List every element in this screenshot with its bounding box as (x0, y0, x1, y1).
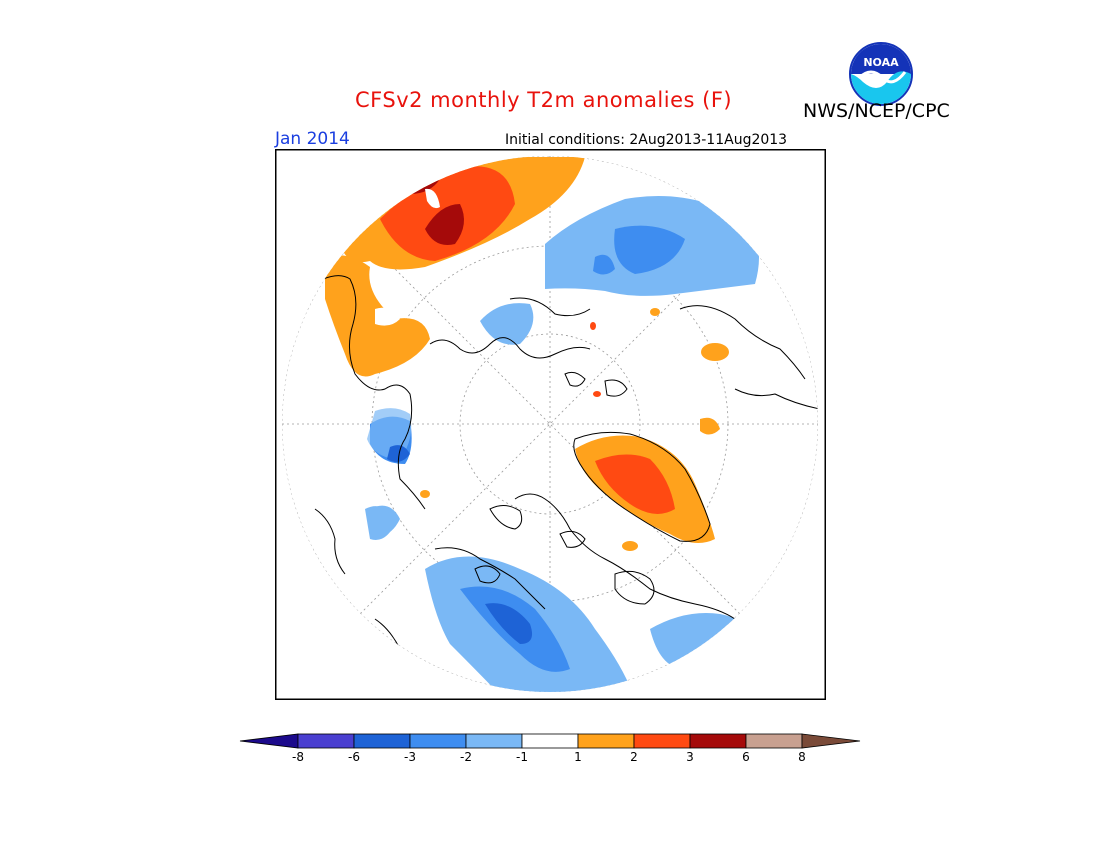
legend-swatch-neg6_neg3 (354, 734, 410, 748)
legend-tick-label: 8 (798, 750, 806, 764)
legend-arrow-high (802, 734, 860, 748)
initial-conditions-label: Initial conditions: 2Aug2013-11Aug2013 (505, 132, 787, 148)
legend-tick-label: 2 (630, 750, 638, 764)
legend-tick-label: -1 (516, 750, 528, 764)
legend-swatch-neg3_neg2 (410, 734, 466, 748)
legend-swatch-6_8 (746, 734, 802, 748)
legend-tick-label: 6 (742, 750, 750, 764)
legend-tick-label: -6 (348, 750, 360, 764)
map-title: CFSv2 monthly T2m anomalies (F) (355, 88, 732, 112)
legend-swatch-neg8_neg6 (298, 734, 354, 748)
anomaly-map (275, 149, 826, 700)
noaa-logo: NOAA (849, 42, 913, 106)
legend-tick-label: 1 (574, 750, 582, 764)
legend-swatch-2_3 (634, 734, 690, 748)
legend-arrow-low (240, 734, 298, 748)
legend-swatch-neg1_1 (522, 734, 578, 748)
valid-month-label: Jan 2014 (275, 129, 350, 149)
legend-swatch-neg2_neg1 (466, 734, 522, 748)
organization-label: NWS/NCEP/CPC (803, 100, 950, 122)
legend-tick-label: -3 (404, 750, 416, 764)
legend-bar (240, 734, 860, 748)
legend-tick-label: 3 (686, 750, 694, 764)
legend-tick-label: -2 (460, 750, 472, 764)
legend-tick-labels: -8 -6 -3 -2 -1 1 2 3 6 8 (0, 750, 1100, 770)
legend-tick-label: -8 (292, 750, 304, 764)
logo-text: NOAA (863, 56, 899, 69)
legend-swatch-1_2 (578, 734, 634, 748)
legend-swatch-3_6 (690, 734, 746, 748)
